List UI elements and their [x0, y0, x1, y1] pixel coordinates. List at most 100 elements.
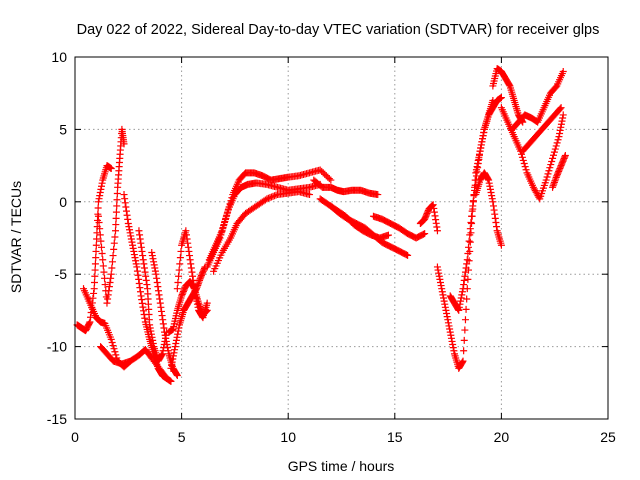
series-j [173, 227, 211, 322]
data-point [433, 263, 441, 271]
data-point [489, 202, 497, 210]
data-point [172, 336, 180, 344]
data-point [107, 164, 115, 172]
data-point [374, 191, 382, 199]
data-point [561, 153, 569, 161]
data-point [444, 316, 452, 324]
data-point [126, 226, 134, 234]
data-point [140, 260, 148, 268]
data-point [112, 227, 120, 235]
data-point [487, 188, 495, 196]
data-point [443, 313, 451, 321]
data-point [466, 225, 474, 233]
data-point [459, 285, 467, 293]
grid-lines [75, 57, 608, 419]
data-point [462, 305, 470, 313]
data-point [90, 278, 98, 286]
data-point [98, 179, 106, 187]
data-point [129, 241, 137, 249]
data-point [272, 191, 280, 199]
data-point [177, 247, 185, 255]
series-m [210, 188, 314, 275]
data-point [429, 201, 437, 209]
series-n [310, 176, 382, 199]
data-point [435, 269, 443, 277]
data-point [552, 142, 560, 150]
data-point [123, 211, 131, 219]
data-point [97, 185, 105, 193]
x-tick-label: 20 [494, 429, 510, 445]
x-tick-label: 5 [178, 429, 186, 445]
data-point [135, 280, 143, 288]
data-point [480, 129, 488, 137]
data-point [448, 337, 456, 345]
data-point [442, 306, 450, 314]
data-point [485, 179, 493, 187]
data-point [491, 210, 499, 218]
data-point [162, 337, 170, 345]
data-point [551, 145, 559, 153]
data-point [96, 231, 104, 239]
data-point [148, 333, 156, 341]
data-point [469, 197, 477, 205]
data-point [196, 276, 204, 284]
data-point [443, 310, 451, 318]
data-point [192, 291, 200, 299]
data-point [472, 172, 480, 180]
data-point [468, 207, 476, 215]
data-point [138, 296, 146, 304]
data-point [218, 227, 226, 235]
data-point [120, 140, 128, 148]
data-point [139, 252, 147, 260]
data-point [120, 191, 128, 199]
data-point [193, 300, 201, 308]
data-point [175, 324, 183, 332]
data-point [154, 287, 162, 295]
data-point [457, 294, 465, 302]
data-point [474, 160, 482, 168]
data-point [440, 294, 448, 302]
data-point [94, 198, 102, 206]
data-point [194, 303, 202, 311]
data-point [113, 196, 121, 204]
data-point [138, 299, 146, 307]
data-point [473, 168, 481, 176]
data-point [152, 270, 160, 278]
chart-title: Day 022 of 2022, Sidereal Day-to-day VTE… [77, 22, 600, 38]
data-point [437, 282, 445, 290]
data-point [220, 221, 228, 229]
data-point [159, 316, 167, 324]
data-point [155, 291, 163, 299]
data-point [91, 272, 99, 280]
series-i [165, 277, 211, 336]
data-point [101, 281, 109, 289]
data-point [384, 231, 392, 239]
data-point [108, 338, 116, 346]
data-point [112, 214, 120, 222]
data-point [435, 272, 443, 280]
series-x [508, 67, 567, 133]
data-point [139, 303, 147, 311]
data-point [556, 130, 564, 138]
data-point [142, 276, 150, 284]
x-tick-label: 25 [600, 429, 616, 445]
series-w [497, 104, 567, 203]
data-point [195, 278, 203, 286]
data-point [125, 223, 133, 231]
data-point [475, 155, 483, 163]
data-point [520, 160, 528, 168]
data-point [150, 261, 158, 269]
data-point [552, 175, 560, 183]
data-point [92, 247, 100, 255]
data-point [186, 256, 194, 264]
data-point [518, 153, 526, 161]
data-point [90, 289, 98, 297]
data-point [561, 151, 569, 159]
data-point [157, 303, 165, 311]
data-point [137, 292, 145, 300]
data-point [187, 264, 195, 272]
data-point [137, 239, 145, 247]
data-point [306, 191, 314, 199]
data-point [164, 344, 172, 352]
plot-frame [74, 56, 609, 420]
